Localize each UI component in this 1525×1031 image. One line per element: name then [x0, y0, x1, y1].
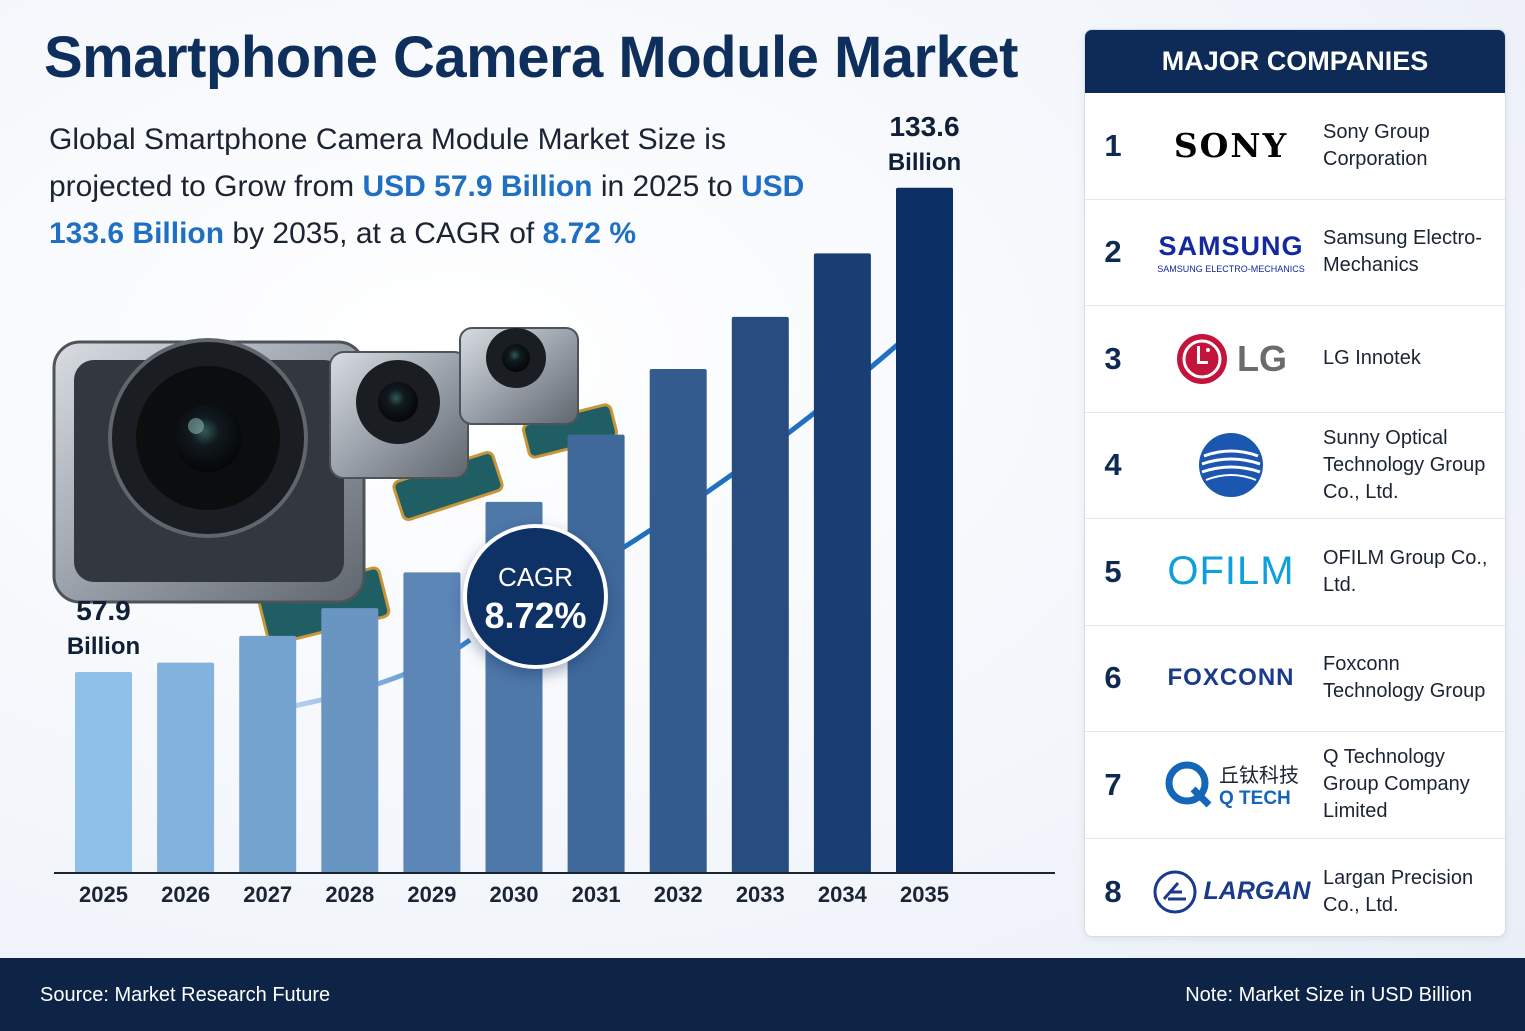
bar-2034: [813, 253, 871, 873]
summary-value-2035: USD 133.6 Billion: [49, 170, 805, 250]
bar-2028: [321, 608, 379, 873]
camera-modules-illustration: [52, 327, 619, 646]
samsung-logo: SAMSUNG SAMSUNG ELECTRO-MECHANICS: [1141, 212, 1321, 292]
annotation-2035-line-1: 133.6: [889, 111, 959, 142]
company-rank: 8: [1104, 873, 1122, 909]
medium-camera-module: [329, 351, 504, 522]
company-name: Samsung Electro-Mechanics: [1323, 227, 1482, 277]
annotation-2025-line-1: 57.9: [76, 595, 131, 626]
company-row: 4 Sunny Optical Technology Group Co., Lt…: [1085, 413, 1505, 519]
market-summary: Global Smartphone Camera Module Market S…: [49, 116, 809, 257]
qtech-q-icon: [1165, 761, 1212, 808]
company-rank: 3: [1104, 340, 1122, 376]
sony-logo: SONY: [1141, 106, 1321, 186]
major-companies-header: MAJOR COMPANIES: [1085, 30, 1505, 93]
footer-bar: Source: Market Research Future Note: Mar…: [0, 958, 1525, 1031]
x-axis-tick-labels: 2025 2026 2027 2028 2029 2030 2031 2032 2033 2034…: [79, 882, 949, 907]
x-tick-label: 2031: [572, 882, 621, 907]
x-tick-label: 2029: [407, 882, 456, 907]
ofilm-logo-text: OFILM: [1167, 549, 1295, 594]
major-companies-panel: MAJOR COMPANIES 1 SONY Sony Group Corpor…: [1084, 29, 1506, 937]
source-note: Source: Market Research Future: [40, 984, 331, 1006]
cagr-label: CAGR: [497, 562, 574, 592]
company-row: 1 SONY Sony Group Corporation: [1085, 93, 1505, 200]
company-rank: 5: [1104, 553, 1122, 589]
lg-circle-icon: [1177, 333, 1227, 384]
large-camera-module: [52, 338, 391, 646]
company-name: LG Innotek: [1323, 347, 1421, 370]
company-name: Q Technology Group Company Limited: [1323, 746, 1470, 823]
x-tick-label: 2030: [490, 882, 539, 907]
foxconn-logo: FOXCONN: [1141, 638, 1321, 718]
largan-logo: LARGAN: [1141, 852, 1321, 932]
small-camera-module: [459, 327, 619, 459]
page-title: Smartphone Camera Module Market: [44, 25, 1018, 90]
x-tick-label: 2032: [654, 882, 703, 907]
largan-emblem-icon: [1153, 870, 1197, 914]
x-tick-label: 2028: [325, 882, 374, 907]
company-row: 3 LG LG Innotek: [1085, 306, 1505, 413]
bar-2035: [896, 187, 953, 873]
company-row: 6 FOXCONN Foxconn Technology Group: [1085, 626, 1505, 732]
company-row: 8 LARGAN Largan Precision Co., Ltd.: [1085, 839, 1505, 937]
x-tick-label: 2035: [900, 882, 949, 907]
summary-text-2: in 2025 to: [592, 170, 741, 203]
summary-cagr: 8.72 %: [542, 217, 636, 250]
company-rank: 1: [1104, 127, 1122, 163]
company-name: Foxconn Technology Group: [1323, 653, 1486, 703]
largan-logo-text: LARGAN: [1203, 877, 1311, 906]
x-tick-label: 2034: [818, 882, 868, 907]
company-row: 5 OFILM OFILM Group Co., Ltd.: [1085, 519, 1505, 626]
summary-text-3: by 2035, at a CAGR of: [224, 217, 543, 250]
company-rank: 2: [1104, 234, 1122, 270]
ofilm-logo: OFILM: [1141, 532, 1321, 612]
annotation-2035-line-2: Billion: [888, 149, 961, 176]
sony-logo-text: SONY: [1173, 126, 1289, 166]
company-rank: 4: [1104, 447, 1122, 483]
annotation-2025-line-2: Billion: [67, 633, 140, 660]
foxconn-logo-text: FOXCONN: [1167, 664, 1295, 692]
bar-annotations: 57.9 Billion 133.6 Billion: [67, 111, 961, 660]
lg-logo-text: LG: [1237, 337, 1287, 379]
summary-value-2025: USD 57.9 Billion: [362, 170, 593, 203]
x-tick-label: 2025: [79, 882, 128, 907]
company-name: Largan Precision Co., Ltd.: [1323, 866, 1474, 916]
unit-note: Note: Market Size in USD Billion: [1185, 984, 1472, 1006]
market-size-bar-chart: 2025 2026 2027 2028 2029 2030 2031 2032 2033 2034…: [54, 111, 1055, 907]
summary-text-1: Global Smartphone Camera Module Market S…: [49, 123, 726, 203]
qtech-logo-text: Q TECH: [1219, 788, 1291, 810]
cagr-badge: CAGR 8.72%: [463, 524, 608, 669]
bar-2029: [403, 572, 461, 873]
company-name: Sony Group Corporation: [1323, 120, 1430, 170]
company-rank: 6: [1104, 660, 1122, 696]
bar-2032: [649, 368, 707, 873]
bar-2025: [75, 672, 132, 873]
company-name: Sunny Optical Technology Group Co., Ltd.: [1323, 426, 1486, 503]
sunny-optical-logo: [1141, 425, 1321, 505]
lg-logo: LG: [1141, 319, 1321, 399]
x-tick-label: 2033: [736, 882, 785, 907]
samsung-logo-subtext: SAMSUNG ELECTRO-MECHANICS: [1157, 263, 1305, 274]
sunny-optical-globe-icon: [1199, 433, 1263, 498]
company-name: OFILM Group Co., Ltd.: [1323, 546, 1488, 596]
bar-2027: [239, 635, 297, 873]
qtech-logo: 丘钛科技 Q TECH: [1141, 745, 1321, 825]
samsung-logo-text: SAMSUNG: [1158, 230, 1304, 261]
qtech-logo-subtext: 丘钛科技: [1219, 765, 1299, 788]
company-row: 2 SAMSUNG SAMSUNG ELECTRO-MECHANICS Sams…: [1085, 200, 1505, 306]
bar-2026: [157, 662, 215, 873]
company-rank: 7: [1104, 766, 1122, 802]
company-row: 7 丘钛科技 Q TECH Q Technology Group Company…: [1085, 732, 1505, 839]
bar-2033: [731, 316, 789, 873]
x-tick-label: 2027: [243, 882, 292, 907]
x-tick-label: 2026: [161, 882, 210, 907]
cagr-value: 8.72%: [484, 595, 587, 636]
